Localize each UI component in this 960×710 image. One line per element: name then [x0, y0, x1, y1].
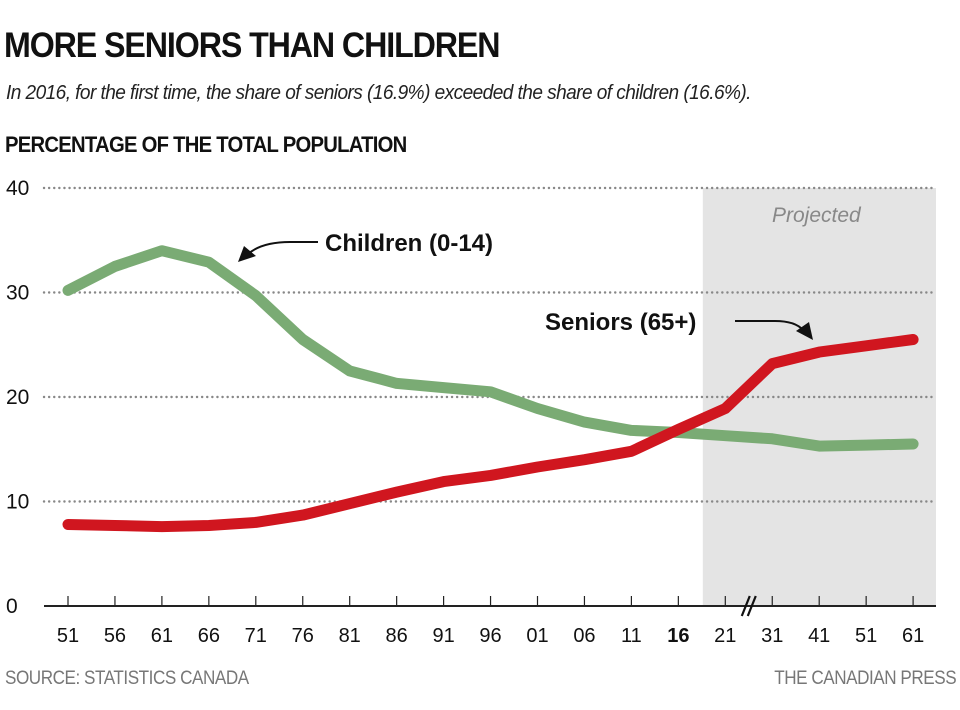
- axis-break-icon: [746, 595, 757, 617]
- x-tick-label: 61: [902, 625, 924, 647]
- source-credit: SOURCE: STATISTICS CANADA: [5, 668, 249, 689]
- x-tick-label: 66: [198, 625, 220, 647]
- x-tick-label: 91: [432, 625, 454, 647]
- x-tick-label: 41: [808, 625, 830, 647]
- x-tick-label: 81: [339, 625, 361, 647]
- x-tick-label: 06: [573, 625, 595, 647]
- x-tick-label: 31: [761, 625, 783, 647]
- chart-title: MORE SENIORS THAN CHILDREN: [4, 26, 501, 65]
- x-tick-label: 56: [104, 625, 126, 647]
- x-tick-label: 16: [667, 625, 689, 647]
- y-tick-label: 20: [6, 386, 29, 409]
- x-tick-label: 51: [57, 625, 79, 647]
- projected-label: Projected: [772, 204, 862, 227]
- chart-subtitle: In 2016, for the first time, the share o…: [6, 81, 751, 104]
- x-tick-label: 11: [621, 625, 642, 647]
- children-arrow-icon: [247, 241, 318, 255]
- x-tick-label: 61: [151, 625, 173, 647]
- axis-break-icon: [740, 595, 751, 617]
- y-tick-label: 0: [6, 595, 18, 618]
- children-series-label: Children (0-14): [325, 230, 493, 257]
- publisher-credit: THE CANADIAN PRESS: [774, 668, 956, 689]
- x-tick-label: 01: [526, 625, 548, 647]
- y-tick-label: 40: [6, 177, 29, 200]
- seniors-series-label: Seniors (65+): [545, 309, 696, 336]
- x-tick-label: 96: [479, 625, 501, 647]
- x-tick-label: 86: [386, 625, 408, 647]
- x-tick-label: 51: [855, 625, 877, 647]
- seniors-arrowhead-icon: [796, 322, 813, 340]
- children-arrowhead-icon: [238, 246, 256, 262]
- x-tick-label: 71: [245, 625, 267, 647]
- x-tick-label: 21: [714, 625, 736, 647]
- x-tick-label: 76: [292, 625, 314, 647]
- y-tick-label: 30: [6, 282, 29, 305]
- y-axis-heading: PERCENTAGE OF THE TOTAL POPULATION: [5, 132, 407, 157]
- y-tick-label: 10: [6, 491, 29, 514]
